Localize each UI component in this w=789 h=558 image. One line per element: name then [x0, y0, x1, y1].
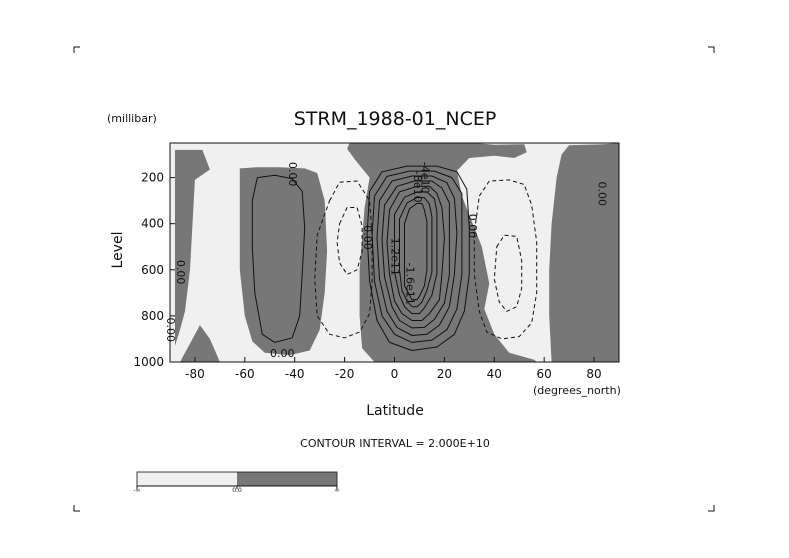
x-tick-label-1: -80 — [185, 367, 205, 381]
y-tick-label-1: 200 — [141, 171, 164, 185]
y-axis-ticks: 200 400 600 800 1000 — [133, 171, 175, 369]
solid-contours — [251, 165, 470, 351]
y-tick-label-5: 1000 — [133, 355, 164, 369]
solid-contour-3 — [371, 170, 463, 343]
contour-interval-text: CONTOUR INTERVAL = 2.000E+10 — [300, 437, 490, 450]
x-tick-label-4: -20 — [335, 367, 355, 381]
x-tick-label-3: -40 — [285, 367, 305, 381]
shaded-regions — [170, 143, 619, 362]
colorbar-light-box — [137, 472, 237, 486]
contour-labels: 0.000.000.000.000.00 0.000.00-4e10-8e10-1… — [164, 162, 609, 360]
plot-area: 0.000.000.000.000.00 0.000.00-4e10-8e10-1… — [164, 142, 620, 363]
contour-label-6: 0.00 — [466, 214, 479, 239]
shaded-region-2 — [170, 325, 220, 362]
shaded-region-3 — [239, 167, 328, 356]
y-axis-label: Level — [110, 232, 126, 269]
x-axis-ticks: -80 -60 -40 -20 0 20 40 60 80 — [185, 357, 602, 381]
x-tick-label-9: 80 — [586, 367, 601, 381]
x-tick-label-8: 60 — [537, 367, 552, 381]
y-tick-label-2: 400 — [141, 217, 164, 231]
dashed-contour-3 — [473, 179, 538, 340]
chart-title: STRM_1988-01_NCEP — [294, 108, 497, 130]
solid-contour-8 — [399, 197, 433, 308]
solid-contour-5 — [381, 180, 450, 329]
shaded-region-5 — [549, 143, 619, 362]
contour-label-1: 0.00 — [286, 162, 299, 187]
contour-label-10: -1.2e11 — [389, 234, 402, 276]
y-tick-label-3: 600 — [141, 263, 164, 277]
colorbar-label-right: ∞ — [335, 487, 340, 494]
x-axis-units: (degrees_north) — [533, 384, 621, 397]
dashed-contour-2 — [336, 207, 363, 275]
shaded-region-4 — [347, 143, 537, 362]
shaded-region-1 — [175, 149, 210, 346]
colorbar-label-left: -∞ — [133, 487, 140, 494]
solid-contour-1 — [251, 174, 306, 343]
solid-contour-6 — [386, 185, 445, 321]
contour-label-11: -1.6e11 — [404, 262, 417, 304]
corner-marks — [73, 46, 715, 512]
dashed-contours — [314, 179, 538, 340]
x-tick-label-2: -60 — [235, 367, 255, 381]
x-axis-label: Latitude — [366, 403, 424, 419]
contour-label-9: -8e10 — [411, 171, 424, 203]
contour-label-4: 0.00 — [270, 347, 295, 360]
contour-label-2: 0.00 — [174, 260, 187, 285]
colorbar-label-middle: 0.0 — [232, 487, 242, 494]
corner-mark-top-left — [73, 46, 80, 53]
x-tick-label-5: 0 — [391, 367, 399, 381]
corner-mark-bottom-left — [73, 505, 80, 512]
contour-label-5: 0.00 — [361, 225, 374, 250]
corner-mark-bottom-right — [708, 505, 715, 512]
solid-contour-9 — [404, 202, 428, 301]
solid-contour-2 — [366, 165, 470, 351]
colorbar: -∞ 0.0 ∞ — [133, 471, 340, 494]
dashed-contour-1 — [314, 180, 373, 339]
x-tick-label-7: 40 — [487, 367, 502, 381]
corner-mark-top-right — [708, 46, 715, 53]
contour-label-8: -4e10 — [418, 162, 431, 194]
y-tick-label-4: 800 — [141, 309, 164, 323]
x-tick-label-6: 20 — [437, 367, 452, 381]
solid-contour-7 — [394, 191, 438, 315]
solid-contour-4 — [376, 175, 458, 336]
y-axis-units: (millibar) — [107, 112, 157, 125]
colorbar-dark-box — [237, 472, 337, 486]
contour-label-7: 0.00 — [596, 181, 609, 206]
